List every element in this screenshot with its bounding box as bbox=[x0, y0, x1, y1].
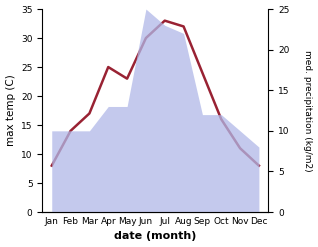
Y-axis label: med. precipitation (kg/m2): med. precipitation (kg/m2) bbox=[303, 50, 313, 171]
Y-axis label: max temp (C): max temp (C) bbox=[5, 75, 16, 146]
X-axis label: date (month): date (month) bbox=[114, 231, 197, 242]
